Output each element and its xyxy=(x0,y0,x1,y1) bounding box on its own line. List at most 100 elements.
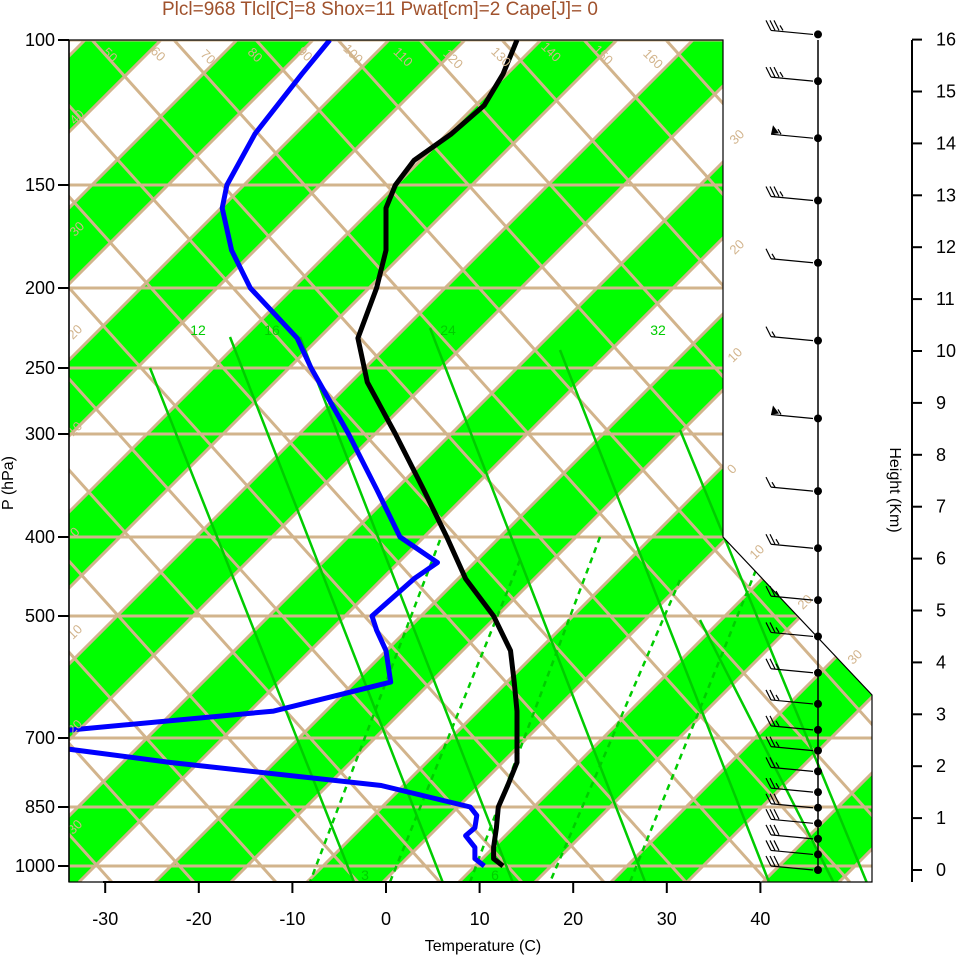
height-tick-label: 13 xyxy=(936,185,956,205)
isotherm-line xyxy=(609,40,872,882)
wind-level-dot xyxy=(814,834,822,843)
dry-adiabat-label: 20 xyxy=(64,321,85,342)
moist-adiabat-dashed xyxy=(308,539,442,882)
wind-level-dot xyxy=(814,699,822,708)
height-tick-label: 3 xyxy=(936,704,946,724)
dry-adiabat-label: 10 xyxy=(64,621,85,642)
wind-level-dot xyxy=(814,668,822,677)
wind-barb xyxy=(765,824,814,840)
wind-barb xyxy=(765,20,814,36)
wind-barb xyxy=(765,757,814,772)
dry-adiabat-line xyxy=(69,40,523,882)
x-tick-label: 10 xyxy=(470,909,490,929)
isotherm-line xyxy=(69,40,239,882)
wind-barb xyxy=(770,405,814,420)
pressure-tick-label: 1000 xyxy=(15,856,55,876)
dry-adiabat-line xyxy=(90,40,851,882)
isotherm-line xyxy=(69,40,619,882)
mixing-ratio-line xyxy=(678,429,868,882)
wind-barb xyxy=(765,248,814,264)
wind-level-dot xyxy=(814,196,822,205)
dry-adiabat-line xyxy=(69,40,605,882)
wind-barb xyxy=(765,809,814,824)
mixing-ratio-label: 12 xyxy=(190,322,206,338)
wind-level-dot xyxy=(814,850,822,859)
height-tick-label: 9 xyxy=(936,393,946,413)
wind-barb xyxy=(765,326,814,342)
height-tick-label: 8 xyxy=(936,445,946,465)
side-adiabat-label: 10 xyxy=(746,541,767,562)
side-adiabat-label: 30 xyxy=(726,126,747,147)
wind-barb xyxy=(765,736,814,752)
isotherm-line xyxy=(685,40,872,882)
sounding-series xyxy=(69,40,520,868)
isotherm-line xyxy=(457,40,872,882)
dry-adiabat-line xyxy=(582,40,872,882)
mixing-ratio-label: 16 xyxy=(264,322,280,338)
isotherm-line xyxy=(69,40,467,882)
plot-area xyxy=(69,40,872,882)
wind-level-dot xyxy=(814,767,822,776)
height-tick-label: 7 xyxy=(936,497,946,517)
pressure-tick-label: 200 xyxy=(25,278,55,298)
x-axis-title: Temperature (C) xyxy=(425,938,541,955)
green-band xyxy=(611,40,872,882)
wind-level-dot xyxy=(814,487,822,496)
side-adiabat-label: 20 xyxy=(794,591,815,612)
height-tick-label: 5 xyxy=(936,601,946,621)
dry-adiabat-line xyxy=(69,40,359,882)
wind-level-dot xyxy=(814,803,822,812)
wind-barb xyxy=(765,777,814,793)
green-band xyxy=(459,40,872,882)
mixing-ratio-label: 3 xyxy=(361,867,369,883)
green-band xyxy=(69,40,313,882)
wind-barb xyxy=(765,585,814,601)
mixing-ratio-line xyxy=(298,336,514,882)
side-adiabat-label: 30 xyxy=(844,646,865,667)
mixing-ratio-line xyxy=(148,367,356,882)
wind-level-dot xyxy=(814,819,822,828)
mixing-ratio-label: 24 xyxy=(440,322,456,338)
dry-adiabat-line xyxy=(336,40,872,882)
chart-title: Plcl=968 Tlcl[C]=8 Shox=11 Pwat[cm]=2 Ca… xyxy=(162,0,598,20)
x-tick-label: 40 xyxy=(750,909,770,929)
wind-level-dot xyxy=(814,77,822,86)
dry-adiabat-line xyxy=(69,40,441,882)
wind-barb xyxy=(765,533,814,549)
height-axis-title: Height (Km) xyxy=(886,447,903,532)
isotherm-line xyxy=(69,40,847,882)
wind-level-dot xyxy=(814,788,822,797)
wind-barb xyxy=(765,658,814,674)
x-tick-label: -10 xyxy=(279,909,305,929)
pressure-tick-label: 700 xyxy=(25,728,55,748)
wind-level-dot xyxy=(814,725,822,734)
height-tick-label: 11 xyxy=(936,289,955,309)
pressure-tick-label: 100 xyxy=(25,30,55,50)
dry-adiabat-line xyxy=(500,40,872,882)
wind-barb xyxy=(765,622,814,638)
temperature-profile xyxy=(355,40,520,868)
wind-level-dot xyxy=(814,134,822,143)
mixing-ratio-label: 32 xyxy=(650,322,666,338)
height-tick-label: 10 xyxy=(936,341,956,361)
wind-level-dot xyxy=(814,258,822,267)
pressure-tick-label: 250 xyxy=(25,358,55,378)
height-tick-label: 12 xyxy=(936,237,956,257)
height-tick-label: 4 xyxy=(936,652,946,672)
wind-level-dot xyxy=(814,30,822,39)
dewpoint-profile xyxy=(69,40,486,868)
wind-level-dot xyxy=(814,746,822,755)
wind-level-dot xyxy=(814,544,822,553)
isotherm-line xyxy=(69,40,315,882)
dry-adiabat-line xyxy=(254,40,872,882)
isotherm-line xyxy=(533,40,872,882)
pressure-axis: 100 150 200 250 300 400 500 700 850 1000 xyxy=(15,30,70,882)
height-tick-label: 14 xyxy=(936,133,956,153)
pressure-tick-label: 850 xyxy=(25,797,55,817)
wind-level-dot xyxy=(814,596,822,605)
wind-barb xyxy=(765,855,814,871)
x-axis: -30 -20 -10 0 10 20 30 40 xyxy=(92,881,770,929)
side-adiabat-label: 20 xyxy=(726,236,747,257)
